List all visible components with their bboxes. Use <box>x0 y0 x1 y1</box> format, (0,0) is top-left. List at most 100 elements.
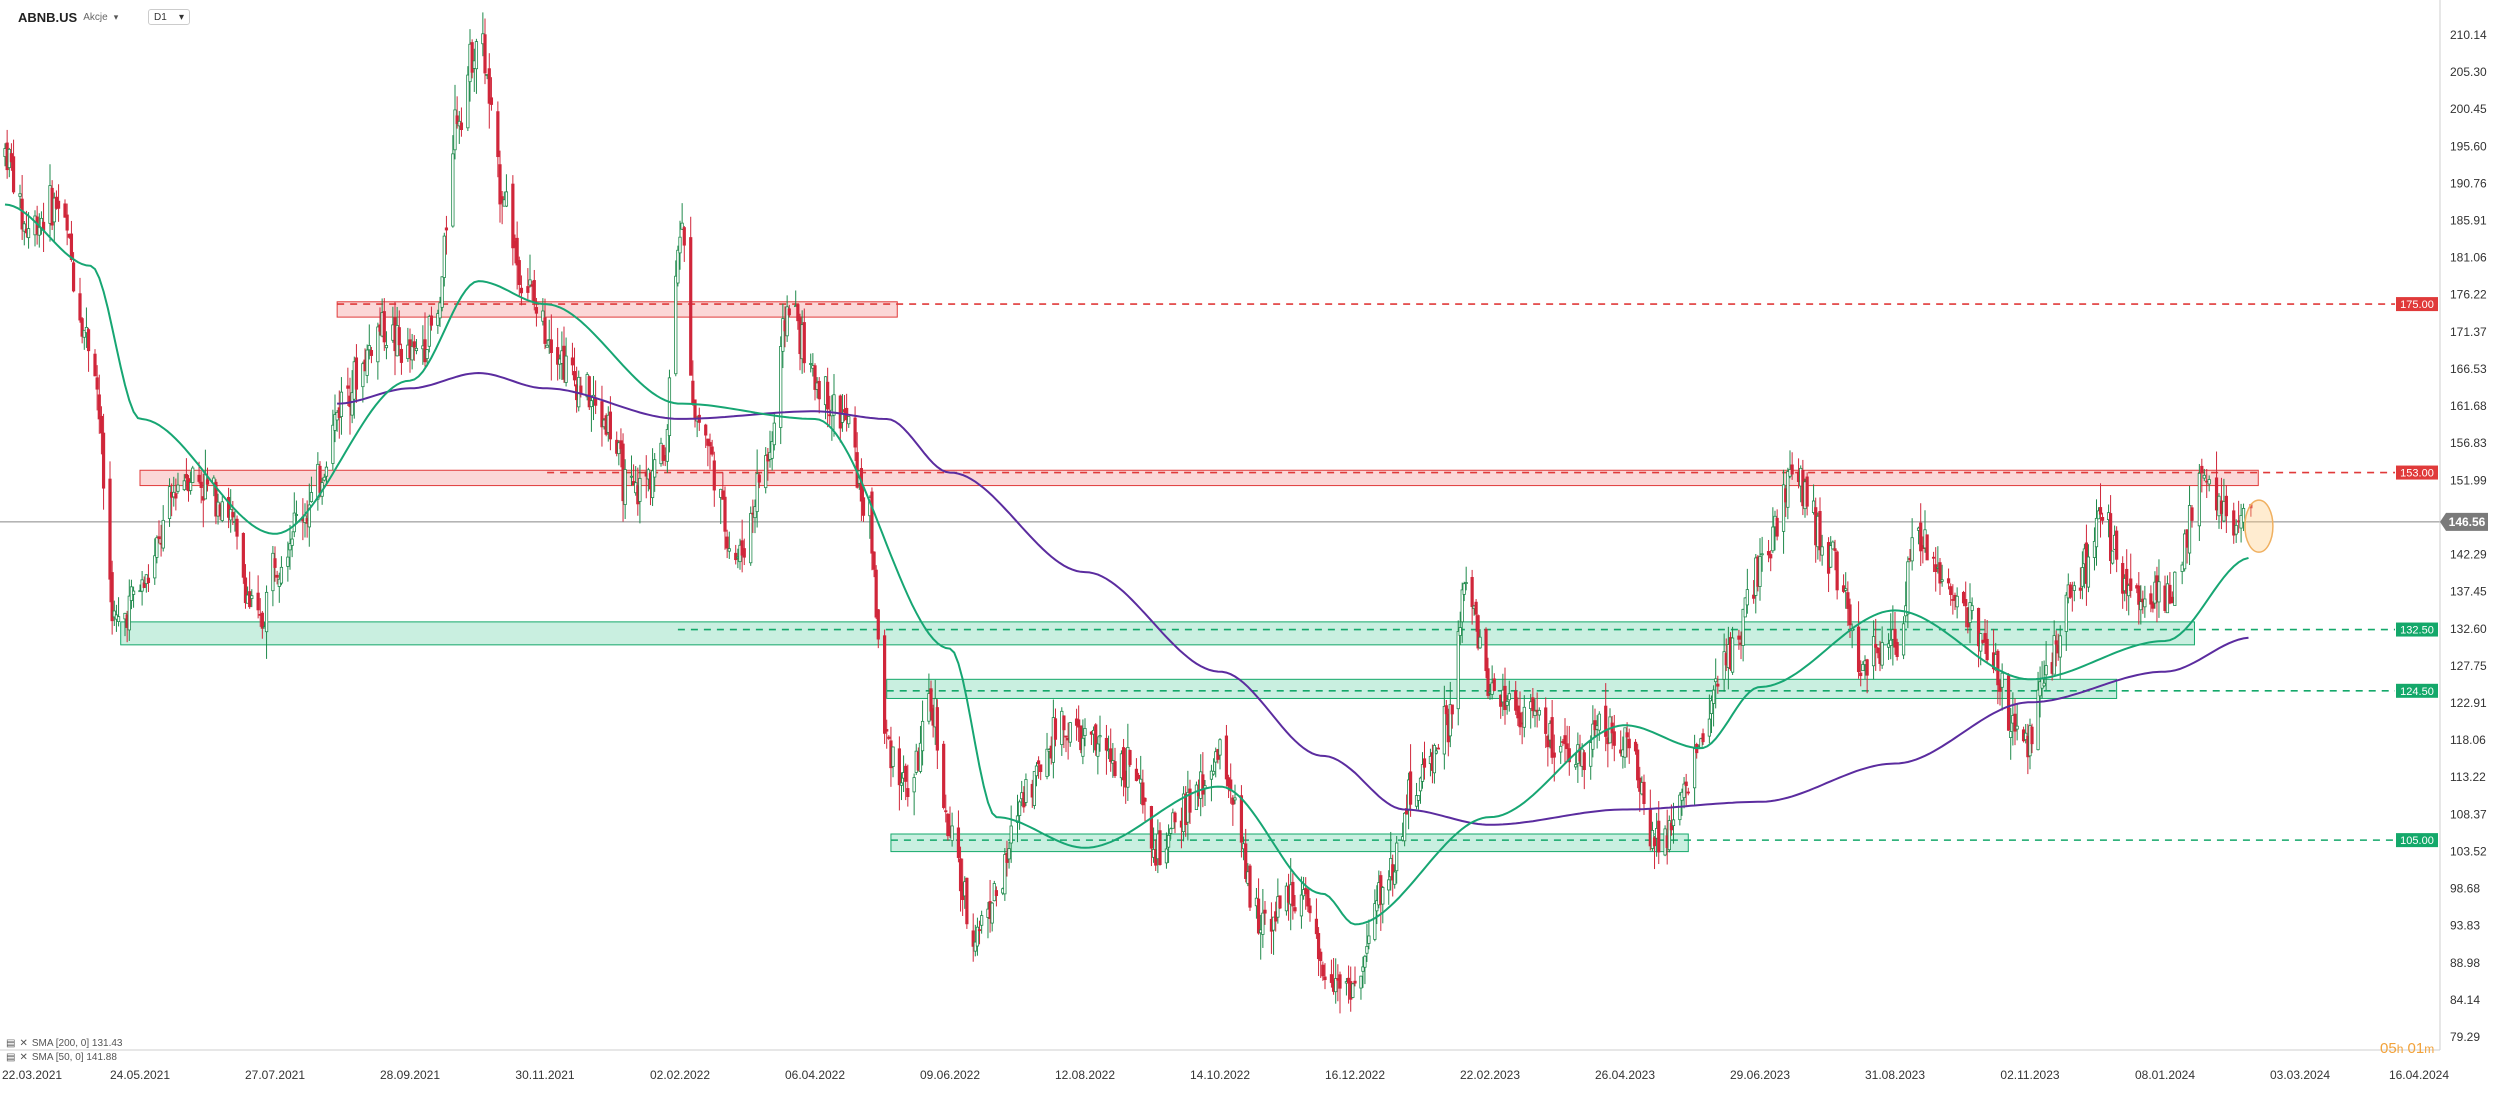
y-tick-label: 137.45 <box>2450 585 2487 599</box>
candle-body <box>1565 743 1569 750</box>
candle-body <box>504 191 509 207</box>
candle-body <box>1550 717 1554 758</box>
candle-body <box>1567 748 1571 763</box>
candle-body <box>369 349 374 356</box>
candle-body <box>1752 594 1756 599</box>
candle-body <box>307 504 311 528</box>
candle-body <box>1961 591 1966 604</box>
candle-body <box>1940 579 1944 582</box>
candle-body <box>157 536 161 540</box>
candle-body <box>1775 517 1779 537</box>
candle-body <box>1919 522 1923 552</box>
candle-body <box>2052 635 2056 675</box>
candle-body <box>1436 747 1440 750</box>
levels-layer <box>0 303 2440 841</box>
candle-body <box>2180 564 2184 572</box>
candle-body <box>753 506 757 519</box>
candle-body <box>93 353 97 377</box>
candle-body <box>455 115 459 125</box>
close-icon[interactable]: ✕ <box>19 1052 28 1063</box>
candle-body <box>1625 732 1629 738</box>
candle-body <box>1484 629 1488 672</box>
candle-body <box>1745 589 1749 606</box>
candle-body <box>1464 582 1468 584</box>
candle-body <box>1931 556 1936 559</box>
candle-body <box>2151 603 2155 609</box>
highlight-marker <box>2244 499 2274 553</box>
candle-body <box>2197 472 2201 527</box>
candle-body <box>2006 675 2011 731</box>
legend-sma200[interactable]: ▤ ✕ SMA [200, 0] 131.43 <box>6 1038 122 1049</box>
chevron-down-icon[interactable]: ▾ <box>113 12 119 22</box>
candle-body <box>2217 495 2221 517</box>
instrument-type: Akcje <box>83 12 108 23</box>
candle-body <box>1261 912 1265 935</box>
candle-body <box>1669 822 1674 831</box>
candle-body <box>2013 713 2017 732</box>
close-icon[interactable]: ✕ <box>19 1038 28 1049</box>
candle-body <box>384 345 389 349</box>
candle-body <box>935 707 939 751</box>
candle-body <box>727 548 731 552</box>
candle-body <box>1432 745 1437 774</box>
candle-body <box>712 460 716 491</box>
candle-body <box>97 394 101 420</box>
candle-body <box>1861 664 1865 672</box>
candle-body <box>2054 640 2058 645</box>
candle-body <box>667 377 672 436</box>
y-tick-label: 118.06 <box>2450 733 2486 747</box>
y-tick-label: 142.29 <box>2450 548 2487 562</box>
candle-body <box>2224 495 2228 517</box>
candle-body <box>1707 718 1711 737</box>
candle-body <box>1194 784 1199 811</box>
candle-body <box>2015 725 2019 730</box>
candle-body <box>2030 726 2034 745</box>
candle-body <box>2094 517 2099 548</box>
candle-body <box>1667 820 1671 851</box>
candle-body <box>1790 464 1794 475</box>
candle-body <box>813 365 817 390</box>
candle-body <box>1418 777 1423 792</box>
legend-sma50-text: SMA [50, 0] 141.88 <box>31 1052 117 1063</box>
candle-body <box>1831 541 1835 550</box>
candle-body <box>1363 955 1367 968</box>
candle-body <box>1139 778 1143 784</box>
candle-body <box>199 481 203 488</box>
candle-body <box>1381 887 1385 905</box>
candle-body <box>52 197 56 223</box>
candle-body <box>248 591 252 608</box>
candle-body <box>26 228 31 239</box>
candle-body <box>1737 635 1741 640</box>
candle-body <box>1880 642 1884 666</box>
candle-body <box>534 307 539 314</box>
candle-body <box>264 591 269 633</box>
candle-body <box>1474 601 1478 615</box>
candle-body <box>661 444 665 461</box>
candle-body <box>2068 584 2072 598</box>
candle-body <box>1574 764 1578 768</box>
candle-body <box>1492 678 1496 691</box>
candle-body <box>1563 735 1567 745</box>
candle-body <box>65 214 69 231</box>
candle-body <box>1319 951 1323 962</box>
candle-body <box>231 512 235 518</box>
candle-body <box>740 540 744 556</box>
candle-body <box>1818 510 1822 551</box>
candle-body <box>1126 747 1130 788</box>
candle-body <box>1444 705 1448 715</box>
candle-body <box>1684 781 1688 787</box>
candle-body <box>1166 834 1171 848</box>
candle-body <box>155 537 159 558</box>
candle-body <box>1856 626 1861 673</box>
candle-body <box>2100 517 2105 521</box>
candle-body <box>1164 848 1169 864</box>
y-tick-label: 132.60 <box>2450 622 2487 636</box>
candle-body <box>1442 705 1446 755</box>
timeframe-select[interactable]: D1 ▾ <box>148 9 190 25</box>
candle-body <box>1136 774 1141 780</box>
candle-body <box>1420 764 1425 782</box>
legend-sma50[interactable]: ▤ ✕ SMA [50, 0] 141.88 <box>6 1052 117 1063</box>
candle-body <box>678 236 682 254</box>
x-tick-label: 16.12.2022 <box>1325 1068 1385 1082</box>
